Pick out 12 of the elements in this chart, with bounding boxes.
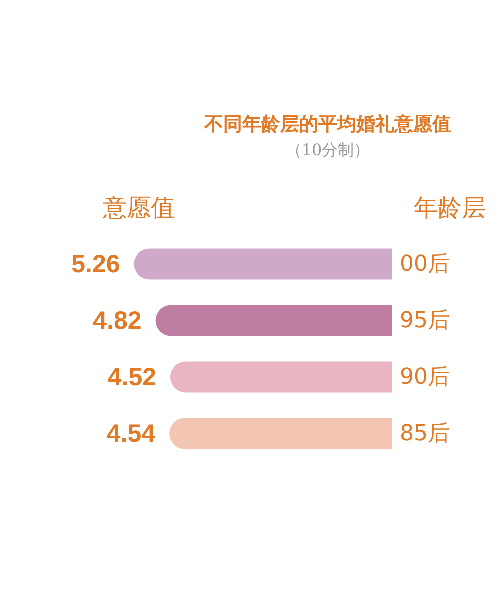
y-tick-label: 00后: [400, 252, 450, 277]
data-label: 4.54: [106, 420, 156, 448]
y-tick-label: 95后: [400, 308, 450, 334]
y-axis-title: 年龄层: [414, 194, 486, 222]
data-label: 5.26: [72, 250, 120, 278]
x-axis-title: 意愿值: [102, 194, 175, 222]
data-label: 4.52: [108, 363, 157, 392]
chart-title: 不同年龄层的平均婚礼意愿值: [204, 114, 452, 136]
y-tick-label: 85后: [400, 421, 450, 446]
y-tick-label: 90后: [400, 364, 450, 390]
chart-subtitle: （10分制）: [286, 140, 370, 160]
data-label: 4.82: [93, 306, 142, 335]
